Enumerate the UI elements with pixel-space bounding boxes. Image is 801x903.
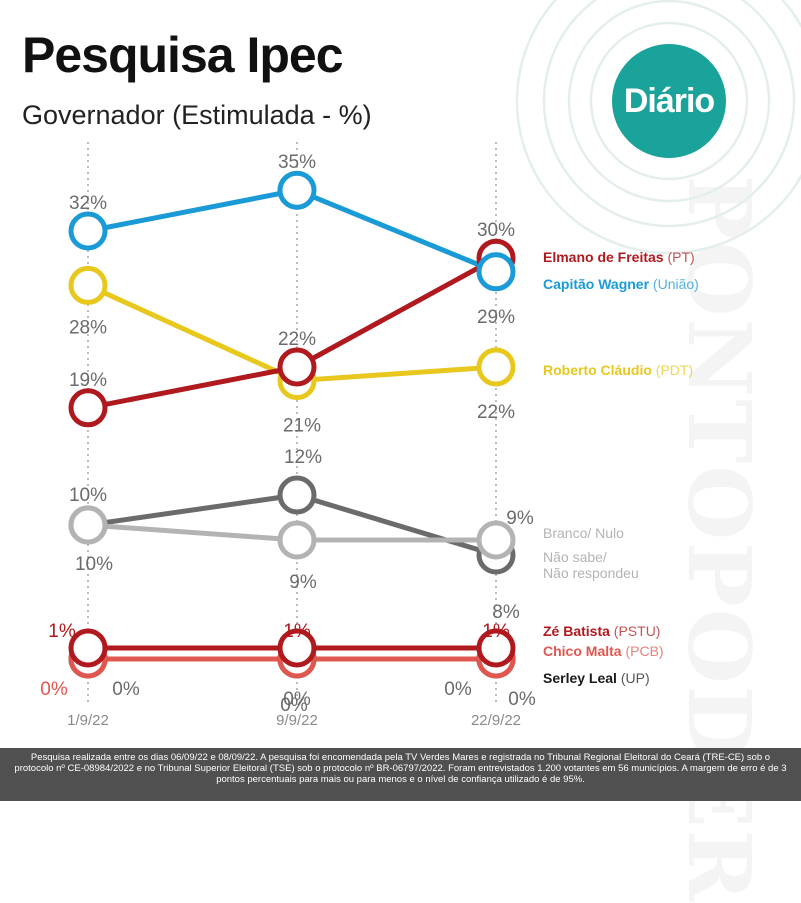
data-label: 1%: [482, 621, 510, 642]
data-point: [476, 347, 516, 387]
data-label: 32%: [69, 193, 107, 214]
chart: 19% 22% 30% 32% 35% 29% 28% 21% 22% 10% 9% 9% 10% 12%…: [40, 0, 801, 729]
data-label: 21%: [283, 416, 321, 437]
legend-item: Elmano de Freitas (PT): [543, 249, 695, 265]
legend-party: (PSTU): [610, 623, 661, 639]
legend-name: Serley Leal: [543, 670, 617, 686]
legend-item: Capitão Wagner (União): [543, 276, 699, 292]
legend-name: Chico Malta: [543, 643, 622, 659]
data-label: 10%: [75, 554, 113, 575]
data-point: [277, 520, 317, 560]
footer-note: Pesquisa realizada entre os dias 06/09/2…: [0, 748, 801, 801]
data-label: 0%: [112, 679, 140, 700]
legend-item: Zé Batista (PSTU): [543, 623, 660, 639]
legend-name: Capitão Wagner: [543, 276, 650, 292]
data-label: 0%: [283, 689, 311, 710]
logo-text: Diário: [623, 81, 715, 120]
legend-name: Não respondeu: [543, 565, 639, 581]
data-point: [68, 505, 108, 545]
data-label: 0%: [40, 679, 68, 700]
x-tick-label: 9/9/22: [276, 712, 318, 729]
legend-party: (PDT): [652, 362, 693, 378]
x-tick-label: 1/9/22: [67, 712, 109, 729]
legend-name: Branco/ Nulo: [543, 525, 624, 541]
legend-item: Branco/ Nulo: [543, 525, 624, 541]
background-rings: [515, 0, 801, 255]
legend-item: Não sabe/: [543, 549, 607, 565]
data-point: [476, 520, 516, 560]
data-label: 22%: [278, 329, 316, 350]
data-point: [68, 628, 108, 668]
legend-party: (UP): [617, 670, 650, 686]
gridlines: [87, 142, 497, 704]
x-tick-labels: 1/9/22 9/9/22 22/9/22: [67, 712, 521, 729]
data-point: [277, 628, 317, 668]
data-label: 10%: [69, 485, 107, 506]
legend-party: (PCB): [622, 643, 664, 659]
data-label: 0%: [444, 679, 472, 700]
legend-item: Roberto Cláudio (PDT): [543, 362, 693, 378]
legend: Elmano de Freitas (PT) Capitão Wagner (Un…: [543, 249, 699, 686]
data-label: 19%: [69, 370, 107, 391]
data-label: 35%: [278, 152, 316, 173]
data-point: [476, 628, 516, 668]
legend-item: Não respondeu: [543, 565, 639, 581]
legend-name: Zé Batista: [543, 623, 610, 639]
data-label: 0%: [280, 695, 308, 716]
chart-title: Pesquisa Ipec: [22, 27, 343, 83]
legend-item: Serley Leal (UP): [543, 670, 650, 686]
data-point: [68, 265, 108, 305]
data-label: 9%: [506, 508, 534, 529]
legend-party: (União): [649, 276, 699, 292]
data-label: 28%: [69, 317, 107, 338]
data-label: 22%: [477, 402, 515, 423]
series-markers: [68, 170, 516, 679]
diario-logo: Diário: [612, 44, 726, 158]
data-point: [476, 252, 516, 292]
data-point: [68, 388, 108, 428]
data-label: 30%: [477, 220, 515, 241]
data-point: [277, 475, 317, 515]
legend-party: (PT): [664, 249, 695, 265]
data-point: [277, 170, 317, 210]
data-label: 12%: [284, 447, 322, 468]
data-label: 9%: [289, 572, 317, 593]
data-label: 0%: [508, 689, 536, 710]
legend-name: Roberto Cláudio: [543, 362, 652, 378]
data-label: 8%: [492, 602, 520, 623]
data-label: 1%: [283, 621, 311, 642]
legend-item: Chico Malta (PCB): [543, 643, 664, 659]
chart-subtitle: Governador (Estimulada - %): [22, 100, 372, 130]
x-tick-label: 22/9/22: [471, 712, 521, 729]
data-label: 29%: [477, 307, 515, 328]
data-point: [277, 347, 317, 387]
data-point: [68, 211, 108, 251]
data-label: 1%: [48, 621, 76, 642]
legend-name: Não sabe/: [543, 549, 607, 565]
legend-name: Elmano de Freitas: [543, 249, 664, 265]
data-labels: 19% 22% 30% 32% 35% 29% 28% 21% 22% 10% 9% 9% 10% 12%…: [40, 152, 536, 716]
